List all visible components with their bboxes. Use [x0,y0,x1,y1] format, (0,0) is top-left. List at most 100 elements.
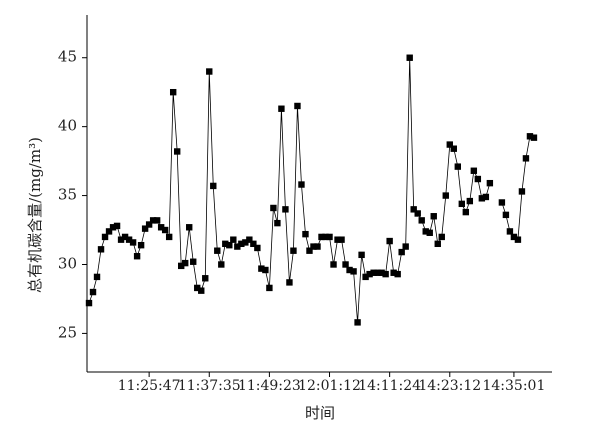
x-tick-label: 14:35:01 [482,378,545,394]
marker [113,222,121,230]
marker [474,175,482,183]
marker [398,248,405,256]
marker [101,233,109,241]
marker [354,319,361,326]
marker [286,279,293,286]
marker [190,258,197,265]
marker [298,181,305,188]
marker [390,269,397,276]
marker [526,133,534,140]
x-tick-label: 11:37:35 [178,378,241,394]
y-tick-label: 40 [58,117,77,135]
marker [502,211,510,219]
marker [141,225,149,232]
marker [194,284,201,292]
marker [442,192,449,199]
marker [210,182,217,190]
marker [446,141,453,148]
y-tick-label: 35 [58,186,77,204]
marker [434,240,441,248]
marker [318,233,325,241]
marker [338,236,345,243]
marker [157,224,165,231]
marker [346,266,353,274]
marker [182,259,189,267]
marker [290,247,297,254]
marker [306,247,313,254]
x-tick-label: 12:01:12 [298,378,361,394]
marker [133,253,141,260]
marker [230,236,237,243]
marker [418,217,425,224]
marker [466,197,474,205]
marker [382,270,389,278]
x-tick-label: 11:25:47 [118,378,181,394]
marker [310,243,317,250]
marker [234,243,241,250]
marker [330,261,337,268]
marker [89,288,97,296]
marker [254,244,261,252]
marker [85,299,93,307]
marker [242,239,249,246]
marker [514,236,522,243]
marker [266,284,273,292]
marker [374,269,381,276]
marker [222,240,229,248]
y-tick-label: 25 [58,323,77,341]
marker [482,193,490,201]
marker [362,273,369,281]
series-line [88,57,535,323]
marker [422,228,429,235]
marker [510,233,518,241]
marker [246,236,253,243]
marker [206,68,213,75]
marker [410,206,417,213]
marker [438,233,445,241]
marker [394,270,401,278]
marker [386,237,393,245]
marker [522,155,530,162]
marker [402,243,409,250]
marker [178,262,185,270]
x-tick-label: 14:23:12 [418,378,481,394]
marker [486,179,494,187]
marker [198,287,205,294]
marker [430,213,437,220]
marker [153,217,161,224]
marker [294,102,301,110]
marker [370,269,377,276]
marker [97,246,105,253]
marker [314,243,321,250]
x-tick-label: 14:11:24 [358,378,421,394]
x-tick-label: 11:49:23 [238,378,301,394]
marker [262,266,269,274]
marker [250,240,257,248]
marker [161,226,169,234]
marker [406,54,413,61]
marker [137,241,145,249]
marker [322,233,329,241]
marker [93,273,101,281]
marker [270,204,277,212]
marker [145,221,153,228]
marker [258,265,265,272]
marker [165,233,173,241]
marker [202,275,209,282]
marker [458,200,466,208]
marker [117,236,125,243]
marker [186,224,193,231]
marker [530,134,538,141]
y-tick-label: 30 [58,254,77,272]
marker [173,148,181,155]
marker [366,270,373,278]
marker [470,167,478,174]
marker [121,233,129,241]
x-axis-label: 时间 [305,404,335,422]
marker [454,163,461,170]
marker [450,145,457,152]
marker [462,208,470,216]
marker [302,230,309,238]
marker [326,233,333,241]
marker [426,229,433,236]
